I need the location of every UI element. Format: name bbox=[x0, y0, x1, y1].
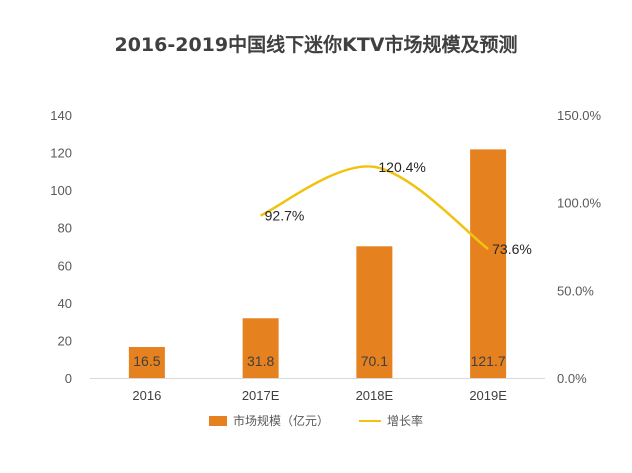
y-left-tick-label: 100 bbox=[50, 183, 72, 198]
growth-rate-label: 73.6% bbox=[492, 241, 532, 257]
bar-data-label: 121.7 bbox=[471, 353, 506, 369]
y-left-tick-label: 140 bbox=[50, 108, 72, 123]
y-right-tick-label: 100.0% bbox=[557, 196, 602, 211]
x-tick-label: 2018E bbox=[356, 388, 394, 403]
legend-item-growth-rate: 增长率 bbox=[359, 412, 423, 429]
y-left-tick-label: 40 bbox=[58, 296, 72, 311]
y-left-tick-label: 60 bbox=[58, 258, 72, 273]
y-left-tick-label: 80 bbox=[58, 221, 72, 236]
bar-2019E bbox=[470, 149, 507, 378]
legend-label-growth-rate: 增长率 bbox=[387, 414, 424, 428]
legend-item-market-size: 市场规模（亿元） bbox=[208, 412, 329, 429]
legend-swatch-bar bbox=[208, 415, 227, 426]
chart-title: 2016-2019中国线下迷你KTV市场规模及预测 bbox=[114, 34, 518, 56]
bar-2016 bbox=[128, 347, 165, 378]
legend-swatch-line bbox=[359, 419, 381, 422]
bar-2017E bbox=[242, 318, 279, 378]
y-left-tick-label: 20 bbox=[58, 333, 72, 348]
legend-label-market-size: 市场规模（亿元） bbox=[232, 414, 329, 428]
x-tick-label: 2016 bbox=[132, 388, 161, 403]
bar-data-label: 31.8 bbox=[247, 353, 274, 369]
y-left-tick-label: 120 bbox=[50, 146, 72, 161]
y-right-tick-label: 150.0% bbox=[557, 108, 602, 123]
y-right-tick-label: 0.0% bbox=[557, 371, 587, 386]
growth-rate-label: 120.4% bbox=[378, 159, 425, 175]
bar-2018E bbox=[356, 246, 393, 378]
bar-data-label: 70.1 bbox=[361, 353, 388, 369]
bar-data-label: 16.5 bbox=[133, 353, 160, 369]
growth-rate-line bbox=[260, 165, 489, 250]
y-right-tick-label: 50.0% bbox=[557, 283, 594, 298]
chart-legend: 市场规模（亿元） 增长率 bbox=[0, 412, 632, 429]
growth-rate-label: 92.7% bbox=[265, 207, 305, 223]
x-tick-label: 2019E bbox=[469, 388, 507, 403]
x-tick-label: 2017E bbox=[242, 388, 280, 403]
y-left-tick-label: 0 bbox=[65, 371, 72, 386]
